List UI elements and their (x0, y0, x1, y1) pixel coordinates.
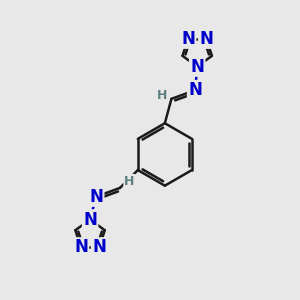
Text: N: N (200, 30, 213, 48)
Text: N: N (188, 81, 202, 99)
Text: N: N (83, 211, 97, 229)
Text: N: N (181, 30, 195, 48)
Text: H: H (157, 89, 168, 102)
Text: H: H (124, 175, 135, 188)
Text: N: N (89, 188, 103, 206)
Text: N: N (74, 238, 88, 256)
Text: N: N (190, 58, 204, 76)
Text: N: N (92, 238, 106, 256)
